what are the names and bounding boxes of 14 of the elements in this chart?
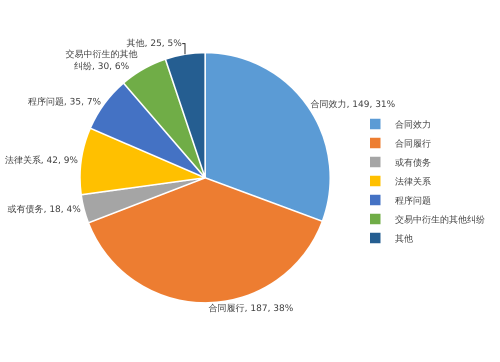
data-label: 程序问题, 35, 7% — [28, 96, 102, 108]
data-label: 法律关系, 42, 9% — [4, 155, 78, 166]
data-label: 或有债务, 18, 4% — [8, 204, 82, 215]
legend-label: 合同效力 — [395, 120, 432, 131]
data-label: 其他, 25, 5% — [126, 38, 182, 50]
legend-label: 交易中衍生的其他纠纷 — [395, 214, 486, 226]
legend-label: 程序问题 — [395, 196, 432, 207]
legend-label: 或有债务 — [395, 158, 432, 169]
data-label: 交易中衍生的其他纠纷, 30, 6% — [66, 49, 138, 72]
legend-label: 合同履行 — [395, 138, 432, 150]
data-label: 合同效力, 149, 31% — [310, 99, 396, 110]
legend-label: 法律关系 — [395, 176, 432, 188]
data-label: 合同履行, 187, 38% — [208, 302, 294, 314]
legend-label: 其他 — [395, 234, 414, 245]
